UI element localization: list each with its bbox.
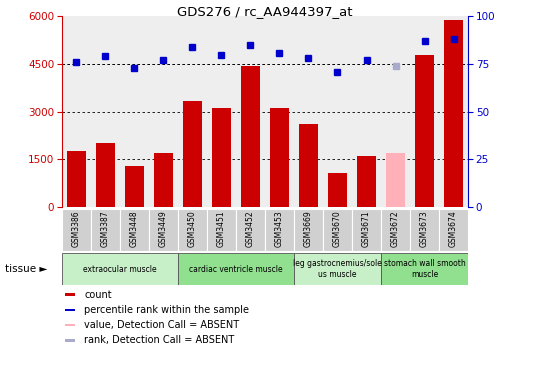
Bar <box>65 339 75 341</box>
Bar <box>328 173 347 207</box>
Bar <box>323 209 352 251</box>
Text: rank, Detection Call = ABSENT: rank, Detection Call = ABSENT <box>84 335 235 345</box>
Bar <box>65 324 75 326</box>
Bar <box>65 294 75 296</box>
Bar <box>236 209 265 251</box>
Text: leg gastrocnemius/sole
us muscle: leg gastrocnemius/sole us muscle <box>293 259 382 279</box>
Bar <box>178 209 207 251</box>
Text: GSM3451: GSM3451 <box>217 210 226 247</box>
Bar <box>212 108 231 207</box>
Text: GSM3453: GSM3453 <box>275 210 284 247</box>
Bar <box>178 253 294 285</box>
Text: tissue ►: tissue ► <box>5 264 48 274</box>
Bar <box>439 209 468 251</box>
Text: GSM3669: GSM3669 <box>304 210 313 247</box>
Bar <box>294 209 323 251</box>
Bar <box>154 153 173 207</box>
Bar <box>62 209 91 251</box>
Bar <box>299 124 318 207</box>
Text: GSM3671: GSM3671 <box>362 210 371 247</box>
Bar <box>381 253 468 285</box>
Text: GSM3450: GSM3450 <box>188 210 197 247</box>
Bar <box>410 209 439 251</box>
Bar <box>386 153 405 207</box>
Text: cardiac ventricle muscle: cardiac ventricle muscle <box>189 265 283 273</box>
Bar <box>65 309 75 311</box>
Bar <box>357 156 376 207</box>
Bar <box>67 151 86 207</box>
Text: GSM3387: GSM3387 <box>101 210 110 247</box>
Text: GDS276 / rc_AA944397_at: GDS276 / rc_AA944397_at <box>177 5 353 19</box>
Text: count: count <box>84 290 112 300</box>
Text: GSM3673: GSM3673 <box>420 210 429 247</box>
Text: GSM3386: GSM3386 <box>72 210 81 247</box>
Bar <box>96 143 115 207</box>
Bar <box>415 55 434 207</box>
Text: value, Detection Call = ABSENT: value, Detection Call = ABSENT <box>84 320 239 330</box>
Text: percentile rank within the sample: percentile rank within the sample <box>84 305 249 315</box>
Bar <box>270 108 289 207</box>
Bar <box>120 209 149 251</box>
Bar <box>183 101 202 207</box>
Bar <box>265 209 294 251</box>
Bar <box>62 253 178 285</box>
Bar <box>352 209 381 251</box>
Bar <box>125 165 144 207</box>
Bar <box>91 209 120 251</box>
Bar <box>381 209 410 251</box>
Text: GSM3674: GSM3674 <box>449 210 458 247</box>
Bar <box>294 253 381 285</box>
Bar <box>241 66 260 207</box>
Bar <box>149 209 178 251</box>
Text: GSM3452: GSM3452 <box>246 210 255 247</box>
Bar <box>207 209 236 251</box>
Text: GSM3670: GSM3670 <box>333 210 342 247</box>
Text: GSM3449: GSM3449 <box>159 210 168 247</box>
Text: extraocular muscle: extraocular muscle <box>83 265 157 273</box>
Text: GSM3672: GSM3672 <box>391 210 400 247</box>
Bar <box>444 20 463 207</box>
Text: stomach wall smooth
muscle: stomach wall smooth muscle <box>384 259 465 279</box>
Text: GSM3448: GSM3448 <box>130 210 139 247</box>
